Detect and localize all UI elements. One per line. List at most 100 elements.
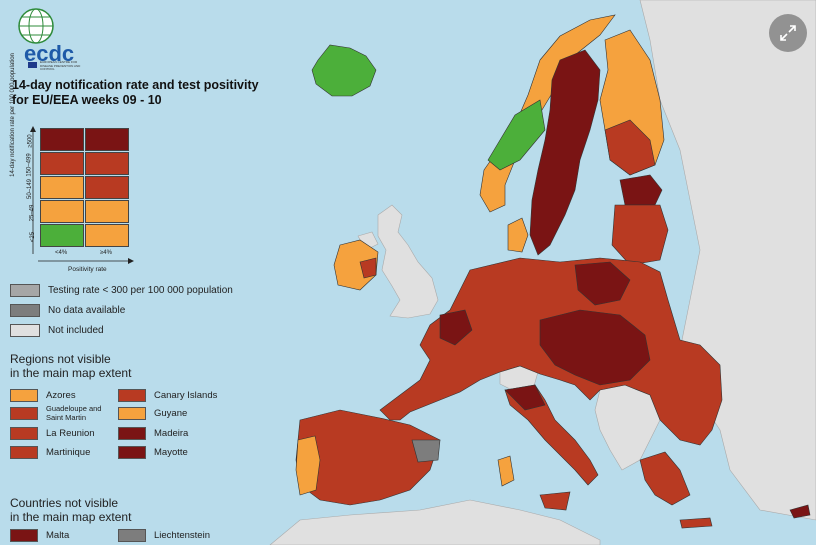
x-axis-arrow-icon [38,258,134,264]
region-madeira: Madeira [118,427,188,440]
ecdc-logo: ecdc [10,6,90,76]
guadeloupe-label: Guadeloupe and Saint Martin [46,404,102,422]
estonia [619,174,663,206]
y-axis-arrow-icon [30,126,36,254]
matrix-cell-1-1 [85,152,129,175]
country-malta: Malta [10,529,69,542]
notification-matrix [40,128,130,248]
norway-green [487,99,546,171]
crete [679,517,713,529]
y-tick-25: 25–49 [29,204,36,222]
malta-label: Malta [46,530,70,541]
testing-rate-swatch [10,284,40,297]
italy [504,384,599,486]
guyane-label: Guyane [154,408,188,419]
legend-no-data: No data available [10,304,125,317]
region-canary-islands: Canary Islands [118,389,217,402]
country-liechtenstein: Liechtenstein [118,529,210,542]
azores-swatch [10,389,38,402]
legend-testing-rate: Testing rate < 300 per 100 000 populatio… [10,284,233,297]
liechtenstein-label: Liechtenstein [154,530,210,541]
iceland [311,44,377,97]
guyane-swatch [118,407,146,420]
italy-dark [504,384,546,411]
x-tick-lt4: <4% [55,250,68,256]
regions-title-line-1: Regions not visible [10,352,111,366]
region-azores: Azores [10,389,76,402]
canary-label: Canary Islands [154,390,218,401]
title-line-1: 14-day notification rate and test positi… [12,78,259,92]
region-mayotte: Mayotte [118,446,188,459]
matrix-cell-3-1 [85,200,129,223]
y-tick-150: 150–499 [26,153,33,177]
not-included-label: Not included [48,325,104,336]
region-martinique: Martinique [10,446,90,459]
sardinia [497,455,515,487]
testing-rate-label: Testing rate < 300 per 100 000 populatio… [48,285,233,296]
poland-dark [574,261,631,306]
la-reunion-swatch [10,427,38,440]
matrix-cell-3-0 [40,200,84,223]
matrix-cell-2-1 [85,176,129,199]
y-tick-lt25: <25 [30,231,37,243]
finland-red [604,119,656,176]
title-line-2: for EU/EEA weeks 09 - 10 [12,93,162,107]
malta-swatch [10,529,38,542]
martinique-swatch [10,446,38,459]
logo-text: ecdc [24,41,74,66]
azores-label: Azores [46,390,76,401]
catalonia [411,439,441,463]
madeira-swatch [118,427,146,440]
latvia-lithuania [611,204,669,266]
countries-section-title: Countries not visible in the main map ex… [10,496,131,524]
map-title: 14-day notification rate and test positi… [12,78,274,108]
liechtenstein-swatch [118,529,146,542]
no-data-label: No data available [48,305,126,316]
expand-arrows-icon [780,25,796,41]
cyprus [789,504,811,519]
matrix-cell-4-1 [85,224,129,247]
no-data-swatch [10,304,40,317]
x-tick-ge4: ≥4% [100,250,112,256]
legend-panel: ecdc EUROPEAN CENTRE FOR DISEASE PREVENT… [0,0,270,545]
not-included-swatch [10,324,40,337]
matrix-cell-1-0 [40,152,84,175]
matrix-cell-0-0 [40,128,84,151]
non-included-africa [269,499,601,545]
madeira-label: Madeira [154,428,189,439]
non-included-east [639,0,816,521]
globe-icon: ecdc [18,8,74,66]
canary-swatch [118,389,146,402]
matrix-y-axis-label: 14-day notification rate per 100 000 pop… [10,53,16,177]
y-tick-500: ≥500 [27,134,34,148]
matrix-cell-4-0 [40,224,84,247]
matrix-cell-0-1 [85,128,129,151]
regions-section-title: Regions not visible in the main map exte… [10,352,131,380]
logo-subtext: EUROPEAN CENTRE FOR DISEASE PREVENTION A… [40,60,81,71]
y-tick-50: 50–149 [27,178,34,200]
matrix-cell-2-0 [40,176,84,199]
region-guyane: Guyane [118,407,187,420]
regions-title-line-2: in the main map extent [10,366,132,380]
legend-not-included: Not included [10,324,104,337]
guadeloupe-swatch [10,407,38,420]
portugal [295,435,321,496]
region-guadeloupe: Guadeloupe and Saint Martin [10,404,118,422]
greece [639,451,691,506]
mayotte-swatch [118,446,146,459]
region-la-reunion: La Reunion [10,427,95,440]
countries-title-line-2: in the main map extent [10,510,132,524]
sicily [539,491,571,511]
non-included-uk [377,204,439,319]
sweden [529,49,601,256]
matrix-x-axis-label: Positivity rate [68,266,107,273]
la-reunion-label: La Reunion [46,428,95,439]
denmark [507,217,529,253]
countries-title-line-1: Countries not visible [10,496,119,510]
central-europe-dark [539,309,651,386]
ireland-red [359,257,377,279]
mayotte-label: Mayotte [154,447,188,458]
eu-flag-icon [28,62,37,68]
expand-button[interactable] [769,14,807,52]
